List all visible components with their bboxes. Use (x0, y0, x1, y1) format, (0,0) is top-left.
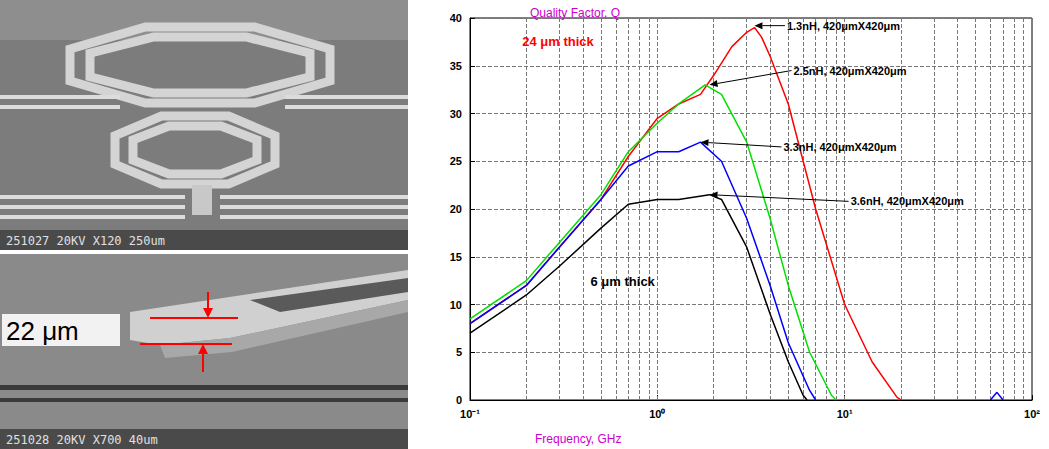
svg-text:22 μm: 22 μm (6, 316, 79, 346)
svg-text:10²: 10² (1024, 408, 1040, 420)
svg-text:251027 20KV X120 250um: 251027 20KV X120 250um (6, 234, 165, 248)
svg-text:10¹: 10¹ (837, 408, 853, 420)
svg-text:Quality Factor, Q: Quality Factor, Q (530, 6, 620, 20)
svg-text:2.5nH, 420μmX420μm: 2.5nH, 420μmX420μm (793, 65, 906, 77)
svg-text:3.6nH, 420μmX420μm: 3.6nH, 420μmX420μm (851, 195, 964, 207)
svg-text:5: 5 (456, 346, 462, 358)
svg-text:10⁰: 10⁰ (649, 408, 665, 420)
svg-text:30: 30 (450, 108, 462, 120)
svg-text:35: 35 (450, 60, 462, 72)
svg-text:3.3nH, 420μmX420μm: 3.3nH, 420μmX420μm (783, 141, 896, 153)
svg-text:10: 10 (450, 299, 462, 311)
svg-text:15: 15 (450, 251, 462, 263)
svg-text:20: 20 (450, 203, 462, 215)
svg-text:1.3nH, 420μmX420μm: 1.3nH, 420μmX420μm (787, 20, 900, 32)
svg-text:Frequency, GHz: Frequency, GHz (535, 432, 621, 446)
svg-text:24 μm thick: 24 μm thick (522, 34, 594, 49)
svg-text:40: 40 (450, 12, 462, 24)
svg-text:6 μm thick: 6 μm thick (591, 274, 656, 289)
svg-text:0: 0 (456, 394, 462, 406)
svg-text:10⁻¹: 10⁻¹ (460, 408, 480, 420)
svg-text:25: 25 (450, 155, 462, 167)
svg-text:251028 20KV X700 40um: 251028 20KV X700 40um (6, 433, 158, 447)
